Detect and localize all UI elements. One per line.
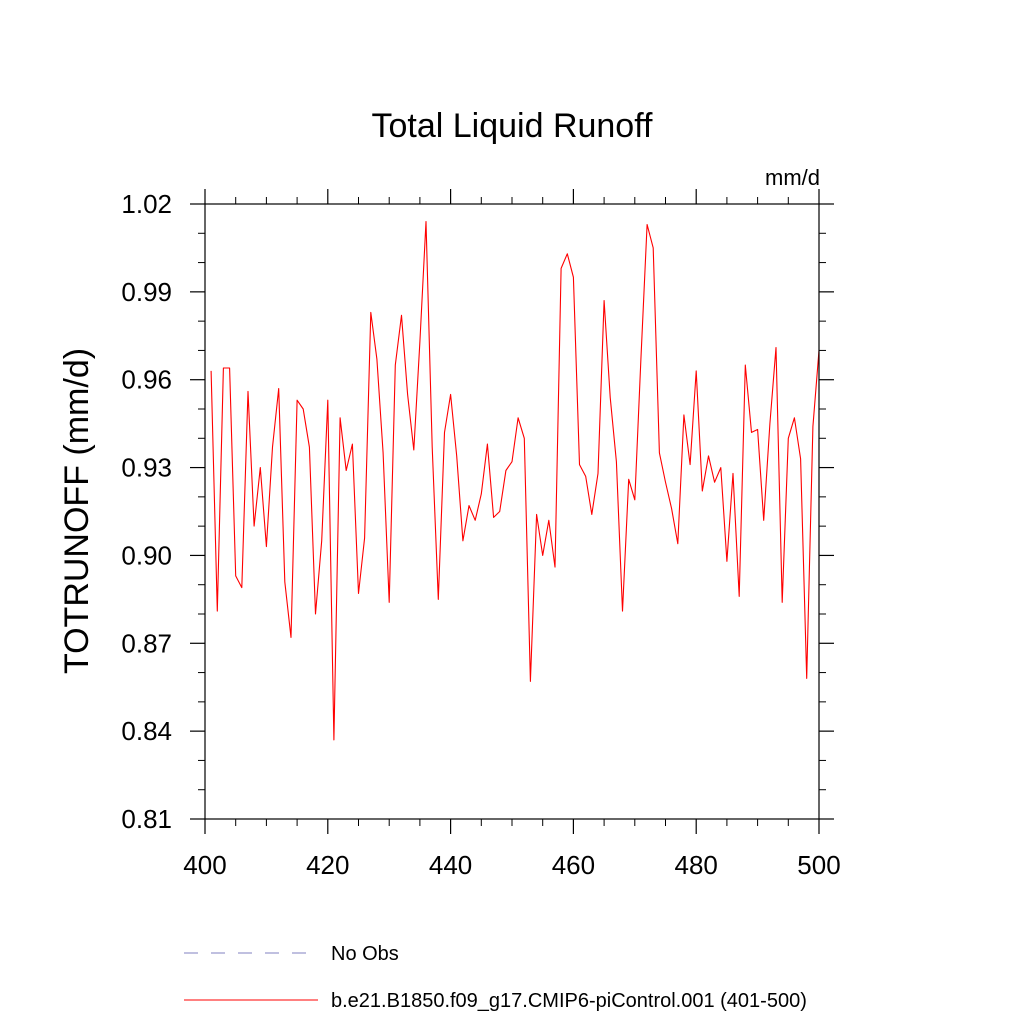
legend-label-model-run: b.e21.B1850.f09_g17.CMIP6-piControl.001 … (331, 990, 807, 1012)
y-tick-label: 0.81 (121, 804, 172, 834)
units-label: mm/d (765, 165, 820, 190)
y-tick-label: 0.93 (121, 453, 172, 483)
y-tick-labels: 0.81 0.84 0.87 0.90 0.93 0.96 0.99 1.02 (121, 189, 172, 834)
legend-label-no-obs: No Obs (331, 943, 399, 965)
chart-title: Total Liquid Runoff (371, 107, 653, 145)
axis-ticks (190, 189, 834, 834)
x-tick-label: 440 (429, 850, 472, 880)
x-tick-label: 480 (675, 850, 718, 880)
x-tick-label: 500 (797, 850, 840, 880)
legend: No Obs b.e21.B1850.f09_g17.CMIP6-piContr… (184, 943, 807, 1012)
y-tick-label: 0.96 (121, 365, 172, 395)
y-tick-label: 0.84 (121, 716, 172, 746)
x-tick-label: 420 (306, 850, 349, 880)
data-series (210, 221, 820, 741)
x-tick-label: 460 (552, 850, 595, 880)
y-tick-label: 0.87 (121, 628, 172, 658)
plot-frame (204, 203, 820, 820)
x-tick-labels: 400 420 440 460 480 500 (183, 850, 840, 880)
series-line (210, 221, 820, 741)
y-tick-label: 0.90 (121, 540, 172, 570)
y-axis-label: TOTRUNOFF (mm/d) (58, 348, 96, 674)
y-tick-label: 1.02 (121, 189, 172, 219)
y-tick-label: 0.99 (121, 277, 172, 307)
x-tick-label: 400 (183, 850, 226, 880)
